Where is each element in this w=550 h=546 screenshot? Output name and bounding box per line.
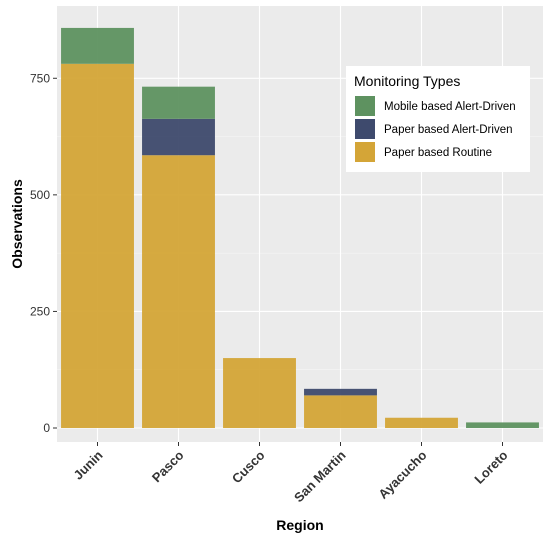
x-tick-label-san-martin: San Martin xyxy=(291,447,349,505)
x-tick-label-cusco: Cusco xyxy=(229,447,268,486)
legend-title: Monitoring Types xyxy=(354,73,460,89)
bar-san-martin-paper-based-alert-driven xyxy=(304,388,377,396)
bar-san-martin-paper-based-routine xyxy=(304,395,377,429)
y-tick-label: 250 xyxy=(30,304,50,318)
bar-pasco-paper-based-alert-driven xyxy=(142,118,215,156)
legend-background xyxy=(346,66,530,172)
x-axis-title: Region xyxy=(276,517,323,533)
x-tick-label-junin: Junin xyxy=(70,447,105,482)
y-tick-label: 0 xyxy=(43,421,50,435)
bar-cusco-paper-based-routine xyxy=(223,358,296,429)
legend-swatch-mobile-based-alert-driven xyxy=(355,96,375,116)
legend-label-paper-based-alert-driven: Paper based Alert-Driven xyxy=(384,124,512,136)
x-tick-label-ayacucho: Ayacucho xyxy=(375,447,429,501)
y-tick-label: 500 xyxy=(30,188,50,202)
y-axis-title: Observations xyxy=(9,179,25,269)
bar-loreto-mobile-based-alert-driven xyxy=(466,422,539,429)
x-tick-label-pasco: Pasco xyxy=(149,447,187,485)
bar-ayacucho-paper-based-routine xyxy=(385,417,458,429)
bar-pasco-mobile-based-alert-driven xyxy=(142,86,215,119)
legend-swatch-paper-based-alert-driven xyxy=(355,119,375,139)
legend: Monitoring Types Mobile based Alert-Driv… xyxy=(346,66,530,172)
legend-label-paper-based-routine: Paper based Routine xyxy=(384,147,492,159)
bars xyxy=(61,27,539,429)
bar-junin-paper-based-routine xyxy=(61,63,134,429)
bar-junin-mobile-based-alert-driven xyxy=(61,27,134,64)
x-tick-label-loreto: Loreto xyxy=(471,447,510,486)
y-tick-label: 750 xyxy=(30,71,50,85)
legend-items: Mobile based Alert-Driven Paper based Ale… xyxy=(355,96,516,162)
x-axis: Junin Pasco Cusco San Martin Ayacucho Loreto xyxy=(70,442,511,505)
y-axis: 0 250 500 750 xyxy=(30,71,57,435)
legend-swatch-paper-based-routine xyxy=(355,142,375,162)
legend-label-mobile-based-alert-driven: Mobile based Alert-Driven xyxy=(384,101,516,113)
bar-pasco-paper-based-routine xyxy=(142,155,215,429)
